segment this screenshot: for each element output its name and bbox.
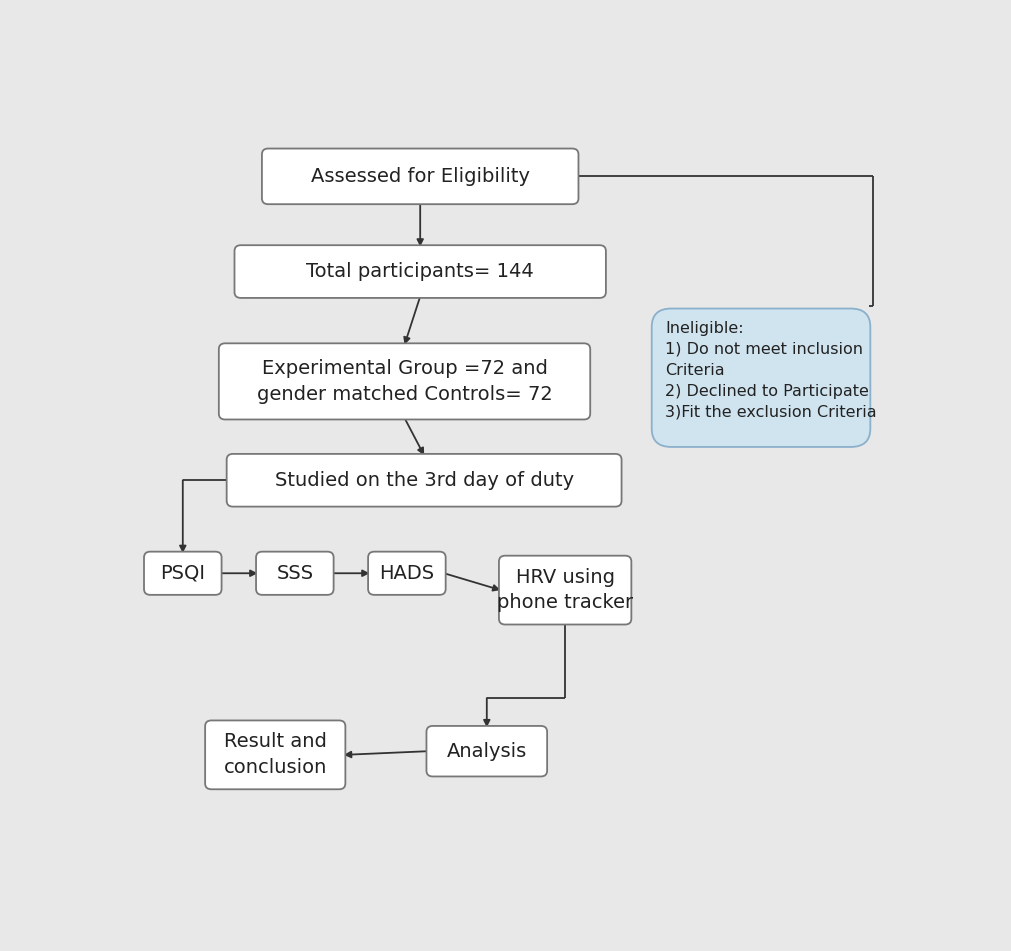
FancyBboxPatch shape	[218, 343, 590, 419]
Text: SSS: SSS	[276, 564, 313, 583]
Text: PSQI: PSQI	[161, 564, 205, 583]
FancyBboxPatch shape	[235, 245, 606, 298]
FancyBboxPatch shape	[205, 721, 346, 789]
FancyBboxPatch shape	[262, 148, 578, 204]
FancyBboxPatch shape	[226, 454, 622, 507]
FancyBboxPatch shape	[144, 552, 221, 595]
FancyBboxPatch shape	[256, 552, 334, 595]
Text: Ineligible:
1) Do not meet inclusion
Criteria
2) Declined to Participate
3)Fit t: Ineligible: 1) Do not meet inclusion Cri…	[665, 321, 877, 420]
Text: Total participants= 144: Total participants= 144	[306, 262, 534, 281]
Text: Studied on the 3rd day of duty: Studied on the 3rd day of duty	[275, 471, 573, 490]
FancyBboxPatch shape	[499, 555, 631, 625]
Text: Experimental Group =72 and
gender matched Controls= 72: Experimental Group =72 and gender matche…	[257, 359, 552, 404]
Text: HADS: HADS	[379, 564, 435, 583]
Text: Analysis: Analysis	[447, 742, 527, 761]
Text: Result and
conclusion: Result and conclusion	[223, 732, 327, 777]
FancyBboxPatch shape	[368, 552, 446, 595]
Text: HRV using
phone tracker: HRV using phone tracker	[497, 568, 633, 612]
Text: Assessed for Eligibility: Assessed for Eligibility	[310, 166, 530, 185]
FancyBboxPatch shape	[427, 726, 547, 776]
FancyBboxPatch shape	[652, 308, 870, 447]
